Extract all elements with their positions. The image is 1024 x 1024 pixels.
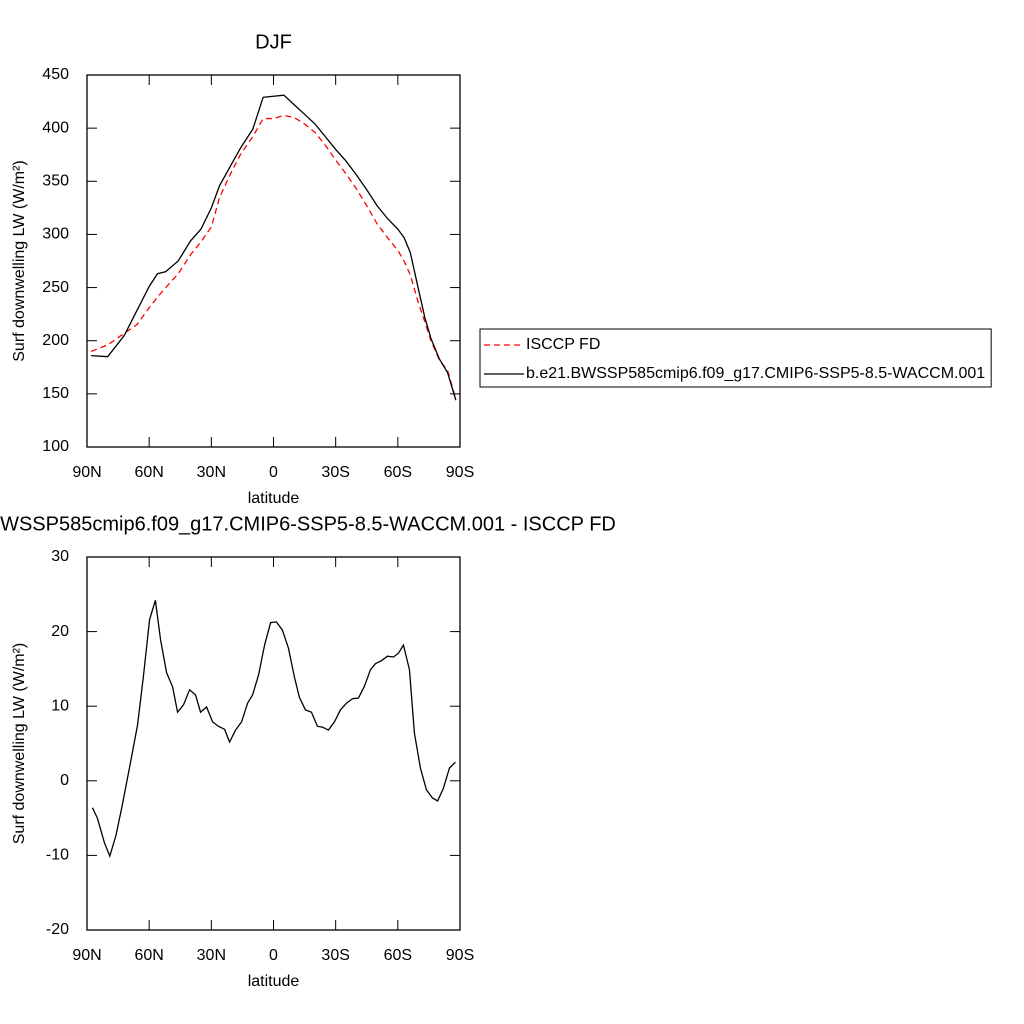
x-tick-label: 30N <box>197 464 226 481</box>
y-tick-label: 300 <box>42 226 69 243</box>
legend: ISCCP FD b.e21.BWSSP585cmip6.f09_g17.CMIP… <box>479 328 992 388</box>
y-tick-label: 200 <box>42 332 69 349</box>
y-tick-label: 0 <box>60 772 69 789</box>
x-tick-label: 0 <box>269 947 278 964</box>
y-tick-label: -10 <box>46 847 69 864</box>
y-tick-label: 350 <box>42 173 69 190</box>
legend-label: b.e21.BWSSP585cmip6.f09_g17.CMIP6-SSP5-8… <box>526 365 985 382</box>
x-tick-label: 60S <box>384 947 412 964</box>
data-line <box>91 94 457 401</box>
y-axis-label: Surf downwelling LW (W/m²) <box>11 643 28 845</box>
legend-frame <box>479 328 992 388</box>
x-tick-label: 90S <box>446 464 474 481</box>
plot-frame <box>86 74 461 448</box>
x-tick-label: 90N <box>72 464 101 481</box>
y-tick-label: 20 <box>51 623 69 640</box>
x-tick-label: 30S <box>321 464 349 481</box>
y-tick-label: 250 <box>42 279 69 296</box>
x-tick-label: 30S <box>321 947 349 964</box>
x-axis-label: latitude <box>248 973 300 990</box>
y-tick-label: 400 <box>42 119 69 136</box>
chart-title: b.e21.BWSSP585cmip6.f09_g17.CMIP6-SSP5-8… <box>0 513 616 535</box>
x-tick-label: 90N <box>72 947 101 964</box>
plot-frame <box>86 556 461 931</box>
x-tick-label: 60N <box>134 947 163 964</box>
y-tick-label: 450 <box>42 66 69 83</box>
y-tick-label: 150 <box>42 385 69 402</box>
x-tick-label: 90S <box>446 947 474 964</box>
x-tick-label: 60S <box>384 464 412 481</box>
y-tick-label: -20 <box>46 921 69 938</box>
y-axis-label: Surf downwelling LW (W/m²) <box>11 160 28 362</box>
y-tick-label: 30 <box>51 548 69 565</box>
legend-label: ISCCP FD <box>526 336 600 353</box>
y-tick-label: 100 <box>42 438 69 455</box>
x-tick-label: 0 <box>269 464 278 481</box>
x-axis-label: latitude <box>248 490 300 507</box>
y-tick-label: 10 <box>51 697 69 714</box>
chart-title: DJF <box>255 31 292 53</box>
x-tick-label: 30N <box>197 947 226 964</box>
data-line <box>91 600 456 859</box>
x-tick-label: 60N <box>134 464 163 481</box>
data-line <box>90 114 457 400</box>
